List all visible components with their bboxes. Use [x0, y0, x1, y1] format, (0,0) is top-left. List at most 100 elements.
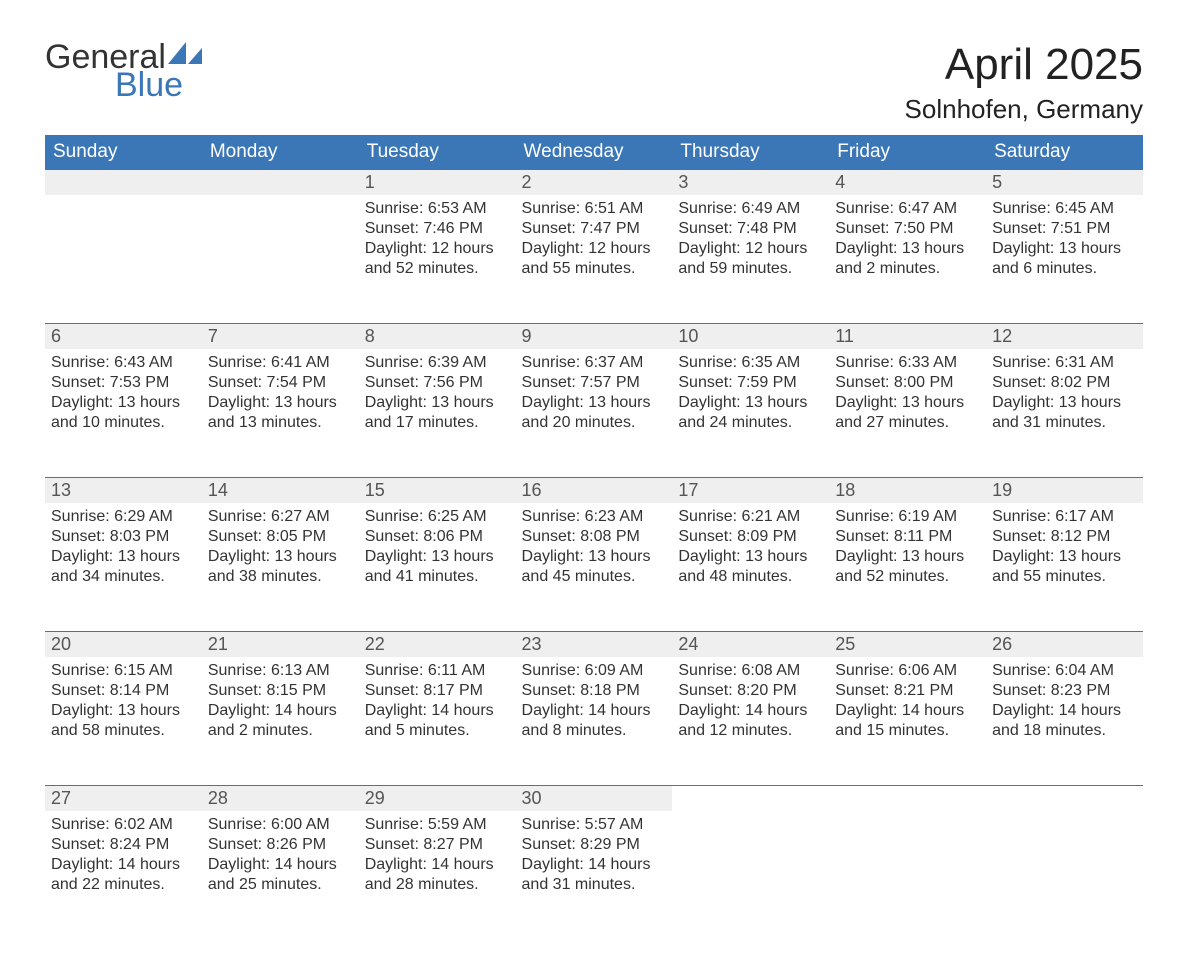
day-number-cell: 1 — [359, 169, 516, 195]
month-title: April 2025 — [905, 40, 1143, 90]
sunrise-text: Sunrise: 6:27 AM — [208, 507, 353, 527]
day-content-cell: Sunrise: 6:15 AMSunset: 8:14 PMDaylight:… — [45, 657, 202, 785]
day-number: 29 — [359, 785, 516, 811]
day-content-row: Sunrise: 6:29 AMSunset: 8:03 PMDaylight:… — [45, 503, 1143, 631]
sunrise-text: Sunrise: 6:21 AM — [678, 507, 823, 527]
day-content: Sunrise: 6:02 AMSunset: 8:24 PMDaylight:… — [45, 811, 202, 909]
daylight-text: Daylight: 14 hours and 2 minutes. — [208, 701, 353, 741]
day-number-cell: 4 — [829, 169, 986, 195]
day-content: Sunrise: 6:08 AMSunset: 8:20 PMDaylight:… — [672, 657, 829, 755]
calendar-body: 12345Sunrise: 6:53 AMSunset: 7:46 PMDayl… — [45, 169, 1143, 939]
sunset-text: Sunset: 8:11 PM — [835, 527, 980, 547]
title-block: April 2025 Solnhofen, Germany — [905, 40, 1143, 125]
day-number-cell: 19 — [986, 477, 1143, 503]
sunset-text: Sunset: 7:46 PM — [365, 219, 510, 239]
daylight-text: Daylight: 13 hours and 41 minutes. — [365, 547, 510, 587]
day-content-cell: Sunrise: 6:00 AMSunset: 8:26 PMDaylight:… — [202, 811, 359, 939]
sunrise-text: Sunrise: 6:37 AM — [522, 353, 667, 373]
day-content: Sunrise: 6:21 AMSunset: 8:09 PMDaylight:… — [672, 503, 829, 601]
day-content: Sunrise: 6:41 AMSunset: 7:54 PMDaylight:… — [202, 349, 359, 447]
empty-trailing-cell — [829, 785, 986, 811]
empty-cell — [829, 811, 986, 939]
daylight-text: Daylight: 14 hours and 12 minutes. — [678, 701, 823, 741]
sunset-text: Sunset: 8:05 PM — [208, 527, 353, 547]
sunset-text: Sunset: 8:20 PM — [678, 681, 823, 701]
daylight-text: Daylight: 13 hours and 20 minutes. — [522, 393, 667, 433]
weekday-header: Thursday — [672, 135, 829, 169]
day-number: 14 — [202, 477, 359, 503]
day-content: Sunrise: 6:45 AMSunset: 7:51 PMDaylight:… — [986, 195, 1143, 293]
sunrise-text: Sunrise: 6:15 AM — [51, 661, 196, 681]
day-content: Sunrise: 6:51 AMSunset: 7:47 PMDaylight:… — [516, 195, 673, 293]
day-number-row: 13141516171819 — [45, 477, 1143, 503]
day-number-cell: 18 — [829, 477, 986, 503]
empty-cell — [829, 785, 986, 811]
day-number-cell: 5 — [986, 169, 1143, 195]
sunset-text: Sunset: 8:06 PM — [365, 527, 510, 547]
day-number-cell: 3 — [672, 169, 829, 195]
sunset-text: Sunset: 8:03 PM — [51, 527, 196, 547]
sunset-text: Sunset: 8:21 PM — [835, 681, 980, 701]
daylight-text: Daylight: 13 hours and 17 minutes. — [365, 393, 510, 433]
sunset-text: Sunset: 8:08 PM — [522, 527, 667, 547]
daylight-text: Daylight: 14 hours and 25 minutes. — [208, 855, 353, 895]
sunrise-text: Sunrise: 6:35 AM — [678, 353, 823, 373]
sunrise-text: Sunrise: 5:59 AM — [365, 815, 510, 835]
day-number: 24 — [672, 631, 829, 657]
sunset-text: Sunset: 8:09 PM — [678, 527, 823, 547]
sunset-text: Sunset: 8:29 PM — [522, 835, 667, 855]
day-number-cell: 21 — [202, 631, 359, 657]
day-content: Sunrise: 6:23 AMSunset: 8:08 PMDaylight:… — [516, 503, 673, 601]
day-number-cell: 9 — [516, 323, 673, 349]
day-content-row: Sunrise: 6:15 AMSunset: 8:14 PMDaylight:… — [45, 657, 1143, 785]
sunrise-text: Sunrise: 6:13 AM — [208, 661, 353, 681]
day-number-row: 27282930 — [45, 785, 1143, 811]
day-content-row: Sunrise: 6:43 AMSunset: 7:53 PMDaylight:… — [45, 349, 1143, 477]
sunset-text: Sunset: 7:47 PM — [522, 219, 667, 239]
day-number: 1 — [359, 169, 516, 195]
sunrise-text: Sunrise: 6:02 AM — [51, 815, 196, 835]
day-number-cell: 7 — [202, 323, 359, 349]
day-content: Sunrise: 6:31 AMSunset: 8:02 PMDaylight:… — [986, 349, 1143, 447]
day-content: Sunrise: 6:29 AMSunset: 8:03 PMDaylight:… — [45, 503, 202, 601]
empty-cell — [45, 169, 202, 195]
day-number-cell: 6 — [45, 323, 202, 349]
daylight-text: Daylight: 13 hours and 27 minutes. — [835, 393, 980, 433]
day-content-cell: Sunrise: 6:04 AMSunset: 8:23 PMDaylight:… — [986, 657, 1143, 785]
day-content: Sunrise: 6:04 AMSunset: 8:23 PMDaylight:… — [986, 657, 1143, 755]
day-number: 26 — [986, 631, 1143, 657]
daylight-text: Daylight: 12 hours and 52 minutes. — [365, 239, 510, 279]
sunset-text: Sunset: 8:26 PM — [208, 835, 353, 855]
day-content-cell: Sunrise: 5:59 AMSunset: 8:27 PMDaylight:… — [359, 811, 516, 939]
sunrise-text: Sunrise: 6:47 AM — [835, 199, 980, 219]
day-content-cell: Sunrise: 6:31 AMSunset: 8:02 PMDaylight:… — [986, 349, 1143, 477]
sunrise-text: Sunrise: 6:23 AM — [522, 507, 667, 527]
day-content: Sunrise: 6:00 AMSunset: 8:26 PMDaylight:… — [202, 811, 359, 909]
day-content: Sunrise: 6:35 AMSunset: 7:59 PMDaylight:… — [672, 349, 829, 447]
day-number: 6 — [45, 323, 202, 349]
sunrise-text: Sunrise: 6:41 AM — [208, 353, 353, 373]
location-label: Solnhofen, Germany — [905, 94, 1143, 125]
empty-trailing-cell — [986, 785, 1143, 811]
sunset-text: Sunset: 8:15 PM — [208, 681, 353, 701]
sunset-text: Sunset: 8:02 PM — [992, 373, 1137, 393]
sunset-text: Sunset: 8:17 PM — [365, 681, 510, 701]
sunset-text: Sunset: 7:50 PM — [835, 219, 980, 239]
day-number-cell: 14 — [202, 477, 359, 503]
day-content-cell: Sunrise: 6:33 AMSunset: 8:00 PMDaylight:… — [829, 349, 986, 477]
day-number-cell: 30 — [516, 785, 673, 811]
weekday-header: Friday — [829, 135, 986, 169]
day-number-cell: 13 — [45, 477, 202, 503]
sunrise-text: Sunrise: 6:17 AM — [992, 507, 1137, 527]
daylight-text: Daylight: 13 hours and 55 minutes. — [992, 547, 1137, 587]
page-header: General Blue April 2025 Solnhofen, Germa… — [45, 40, 1143, 125]
day-content: Sunrise: 6:39 AMSunset: 7:56 PMDaylight:… — [359, 349, 516, 447]
day-content-cell: Sunrise: 6:17 AMSunset: 8:12 PMDaylight:… — [986, 503, 1143, 631]
day-content-cell: Sunrise: 6:25 AMSunset: 8:06 PMDaylight:… — [359, 503, 516, 631]
daylight-text: Daylight: 14 hours and 8 minutes. — [522, 701, 667, 741]
day-content-cell: Sunrise: 6:02 AMSunset: 8:24 PMDaylight:… — [45, 811, 202, 939]
day-content-cell: Sunrise: 6:37 AMSunset: 7:57 PMDaylight:… — [516, 349, 673, 477]
day-number: 15 — [359, 477, 516, 503]
empty-cell — [672, 811, 829, 939]
sunrise-text: Sunrise: 6:25 AM — [365, 507, 510, 527]
